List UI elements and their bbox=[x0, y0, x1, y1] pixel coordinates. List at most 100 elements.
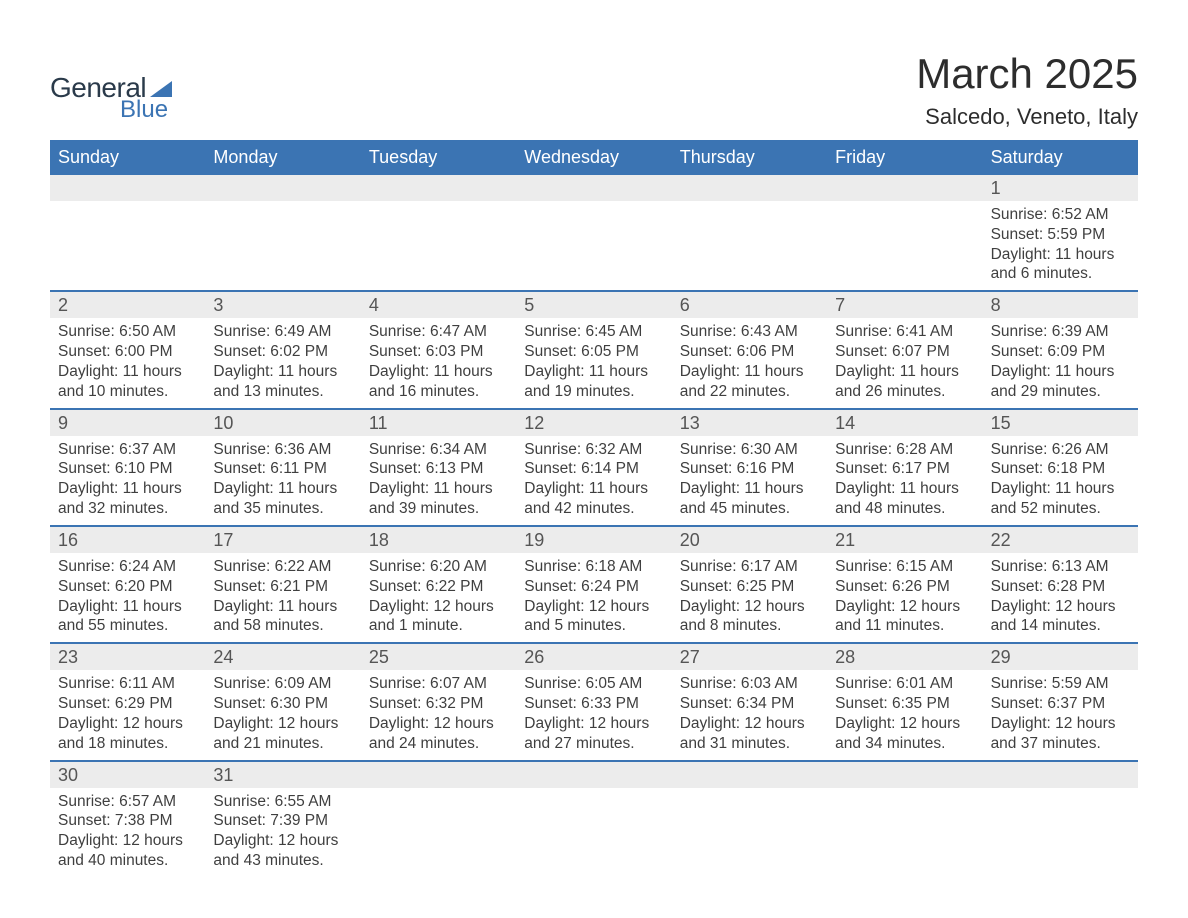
day-info bbox=[361, 201, 516, 271]
sunset-text: Sunset: 6:33 PM bbox=[524, 694, 663, 714]
day-number: 22 bbox=[983, 527, 1138, 553]
sunset-text: Sunset: 6:34 PM bbox=[680, 694, 819, 714]
calendar-day-cell bbox=[516, 762, 671, 877]
sunset-text: Sunset: 6:26 PM bbox=[835, 577, 974, 597]
sail-icon bbox=[150, 77, 172, 97]
day-number: 27 bbox=[672, 644, 827, 670]
sunrise-text: Sunrise: 6:07 AM bbox=[369, 674, 508, 694]
sunset-text: Sunset: 6:18 PM bbox=[991, 459, 1130, 479]
sunset-text: Sunset: 6:09 PM bbox=[991, 342, 1130, 362]
sunset-text: Sunset: 6:25 PM bbox=[680, 577, 819, 597]
sunset-text: Sunset: 7:39 PM bbox=[213, 811, 352, 831]
day-number: 15 bbox=[983, 410, 1138, 436]
day-number: 13 bbox=[672, 410, 827, 436]
sunset-text: Sunset: 6:30 PM bbox=[213, 694, 352, 714]
day-info: Sunrise: 6:09 AMSunset: 6:30 PMDaylight:… bbox=[205, 670, 360, 759]
calendar-day-cell bbox=[205, 175, 360, 290]
sunset-text: Sunset: 6:32 PM bbox=[369, 694, 508, 714]
daylight-text: Daylight: 11 hours and 39 minutes. bbox=[369, 479, 508, 519]
daylight-text: Daylight: 12 hours and 43 minutes. bbox=[213, 831, 352, 871]
calendar-day-cell: 21Sunrise: 6:15 AMSunset: 6:26 PMDayligh… bbox=[827, 527, 982, 642]
calendar-day-cell: 11Sunrise: 6:34 AMSunset: 6:13 PMDayligh… bbox=[361, 410, 516, 525]
day-info: Sunrise: 6:20 AMSunset: 6:22 PMDaylight:… bbox=[361, 553, 516, 642]
day-number: 21 bbox=[827, 527, 982, 553]
daylight-text: Daylight: 11 hours and 48 minutes. bbox=[835, 479, 974, 519]
sunrise-text: Sunrise: 6:52 AM bbox=[991, 205, 1130, 225]
daylight-text: Daylight: 12 hours and 11 minutes. bbox=[835, 597, 974, 637]
sunrise-text: Sunrise: 6:03 AM bbox=[680, 674, 819, 694]
sunset-text: Sunset: 6:10 PM bbox=[58, 459, 197, 479]
page-header: General Blue March 2025 Salcedo, Veneto,… bbox=[50, 50, 1138, 130]
daylight-text: Daylight: 11 hours and 29 minutes. bbox=[991, 362, 1130, 402]
calendar-day-cell: 13Sunrise: 6:30 AMSunset: 6:16 PMDayligh… bbox=[672, 410, 827, 525]
day-number bbox=[50, 175, 205, 201]
sunset-text: Sunset: 6:03 PM bbox=[369, 342, 508, 362]
daylight-text: Daylight: 12 hours and 27 minutes. bbox=[524, 714, 663, 754]
day-info: Sunrise: 6:28 AMSunset: 6:17 PMDaylight:… bbox=[827, 436, 982, 525]
weekday-header: Friday bbox=[827, 140, 982, 175]
calendar-week-row: 30Sunrise: 6:57 AMSunset: 7:38 PMDayligh… bbox=[50, 760, 1138, 877]
daylight-text: Daylight: 12 hours and 24 minutes. bbox=[369, 714, 508, 754]
day-number bbox=[983, 762, 1138, 788]
daylight-text: Daylight: 12 hours and 40 minutes. bbox=[58, 831, 197, 871]
sunrise-text: Sunrise: 6:41 AM bbox=[835, 322, 974, 342]
calendar-day-cell: 20Sunrise: 6:17 AMSunset: 6:25 PMDayligh… bbox=[672, 527, 827, 642]
day-number bbox=[516, 175, 671, 201]
day-number: 3 bbox=[205, 292, 360, 318]
day-info: Sunrise: 6:45 AMSunset: 6:05 PMDaylight:… bbox=[516, 318, 671, 407]
sunrise-text: Sunrise: 6:01 AM bbox=[835, 674, 974, 694]
calendar-day-cell bbox=[672, 175, 827, 290]
day-info: Sunrise: 6:17 AMSunset: 6:25 PMDaylight:… bbox=[672, 553, 827, 642]
calendar-day-cell: 16Sunrise: 6:24 AMSunset: 6:20 PMDayligh… bbox=[50, 527, 205, 642]
day-number: 16 bbox=[50, 527, 205, 553]
calendar-day-cell: 12Sunrise: 6:32 AMSunset: 6:14 PMDayligh… bbox=[516, 410, 671, 525]
calendar-day-cell: 15Sunrise: 6:26 AMSunset: 6:18 PMDayligh… bbox=[983, 410, 1138, 525]
day-info: Sunrise: 6:49 AMSunset: 6:02 PMDaylight:… bbox=[205, 318, 360, 407]
day-info: Sunrise: 6:34 AMSunset: 6:13 PMDaylight:… bbox=[361, 436, 516, 525]
calendar-day-cell bbox=[361, 762, 516, 877]
sunrise-text: Sunrise: 6:18 AM bbox=[524, 557, 663, 577]
day-info: Sunrise: 6:11 AMSunset: 6:29 PMDaylight:… bbox=[50, 670, 205, 759]
daylight-text: Daylight: 11 hours and 58 minutes. bbox=[213, 597, 352, 637]
day-info: Sunrise: 6:18 AMSunset: 6:24 PMDaylight:… bbox=[516, 553, 671, 642]
day-info: Sunrise: 6:32 AMSunset: 6:14 PMDaylight:… bbox=[516, 436, 671, 525]
day-number: 1 bbox=[983, 175, 1138, 201]
sunrise-text: Sunrise: 6:32 AM bbox=[524, 440, 663, 460]
day-number: 31 bbox=[205, 762, 360, 788]
daylight-text: Daylight: 11 hours and 13 minutes. bbox=[213, 362, 352, 402]
sunrise-text: Sunrise: 6:28 AM bbox=[835, 440, 974, 460]
day-info: Sunrise: 6:24 AMSunset: 6:20 PMDaylight:… bbox=[50, 553, 205, 642]
sunrise-text: Sunrise: 6:37 AM bbox=[58, 440, 197, 460]
calendar-day-cell: 22Sunrise: 6:13 AMSunset: 6:28 PMDayligh… bbox=[983, 527, 1138, 642]
day-info: Sunrise: 6:26 AMSunset: 6:18 PMDaylight:… bbox=[983, 436, 1138, 525]
daylight-text: Daylight: 12 hours and 31 minutes. bbox=[680, 714, 819, 754]
calendar-day-cell: 31Sunrise: 6:55 AMSunset: 7:39 PMDayligh… bbox=[205, 762, 360, 877]
sunset-text: Sunset: 6:17 PM bbox=[835, 459, 974, 479]
calendar-week-row: 23Sunrise: 6:11 AMSunset: 6:29 PMDayligh… bbox=[50, 642, 1138, 759]
sunrise-text: Sunrise: 6:20 AM bbox=[369, 557, 508, 577]
calendar-day-cell: 6Sunrise: 6:43 AMSunset: 6:06 PMDaylight… bbox=[672, 292, 827, 407]
weekday-header: Tuesday bbox=[361, 140, 516, 175]
sunset-text: Sunset: 6:24 PM bbox=[524, 577, 663, 597]
day-number bbox=[516, 762, 671, 788]
sunset-text: Sunset: 5:59 PM bbox=[991, 225, 1130, 245]
location-subtitle: Salcedo, Veneto, Italy bbox=[916, 104, 1138, 130]
sunset-text: Sunset: 6:05 PM bbox=[524, 342, 663, 362]
sunset-text: Sunset: 6:14 PM bbox=[524, 459, 663, 479]
daylight-text: Daylight: 11 hours and 26 minutes. bbox=[835, 362, 974, 402]
daylight-text: Daylight: 11 hours and 16 minutes. bbox=[369, 362, 508, 402]
calendar-week-row: 16Sunrise: 6:24 AMSunset: 6:20 PMDayligh… bbox=[50, 525, 1138, 642]
daylight-text: Daylight: 11 hours and 45 minutes. bbox=[680, 479, 819, 519]
brand-logo: General Blue bbox=[50, 72, 172, 124]
calendar-day-cell: 7Sunrise: 6:41 AMSunset: 6:07 PMDaylight… bbox=[827, 292, 982, 407]
daylight-text: Daylight: 12 hours and 8 minutes. bbox=[680, 597, 819, 637]
day-number: 19 bbox=[516, 527, 671, 553]
day-number: 18 bbox=[361, 527, 516, 553]
daylight-text: Daylight: 11 hours and 35 minutes. bbox=[213, 479, 352, 519]
day-info bbox=[983, 788, 1138, 858]
day-number: 4 bbox=[361, 292, 516, 318]
calendar-day-cell: 4Sunrise: 6:47 AMSunset: 6:03 PMDaylight… bbox=[361, 292, 516, 407]
day-number: 5 bbox=[516, 292, 671, 318]
calendar-day-cell: 17Sunrise: 6:22 AMSunset: 6:21 PMDayligh… bbox=[205, 527, 360, 642]
calendar-week-row: 1Sunrise: 6:52 AMSunset: 5:59 PMDaylight… bbox=[50, 175, 1138, 290]
